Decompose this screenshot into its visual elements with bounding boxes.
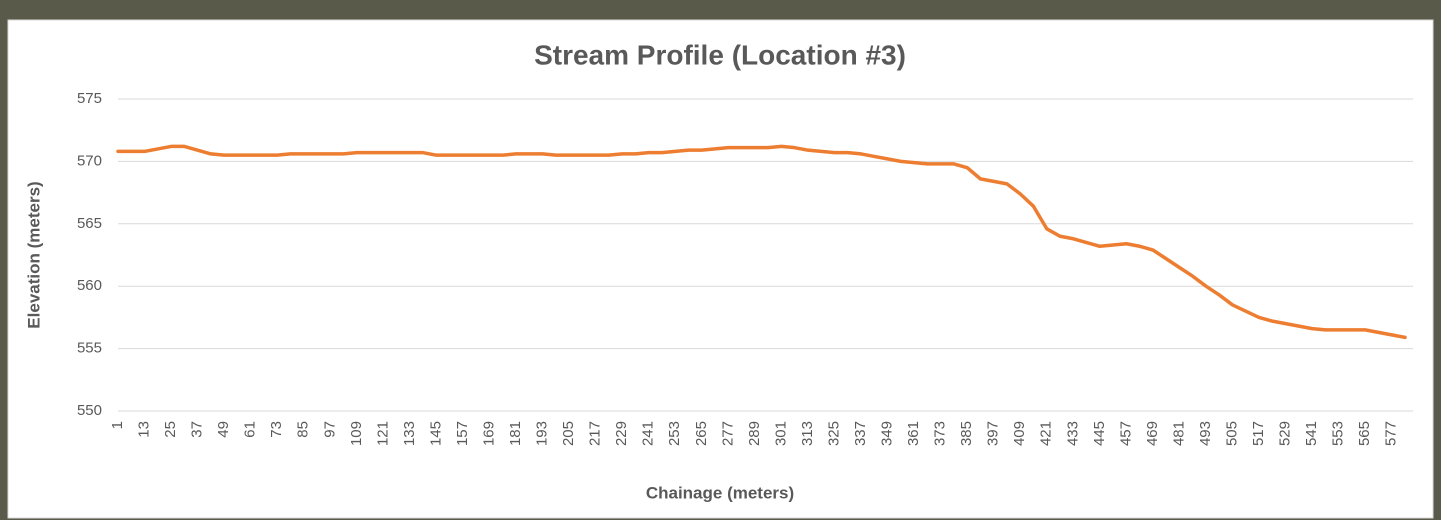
x-tick-label: 229 <box>613 421 630 446</box>
x-tick-label: 469 <box>1144 421 1161 446</box>
x-tick-label: 385 <box>958 421 975 446</box>
y-tick-label: 570 <box>77 152 102 169</box>
y-tick-label: 565 <box>77 215 102 232</box>
x-tick-label: 13 <box>136 421 153 438</box>
x-tick-label: 169 <box>480 421 497 446</box>
x-tick-label: 133 <box>401 421 418 446</box>
x-tick-label: 49 <box>215 421 232 438</box>
x-tick-label: 325 <box>825 421 842 446</box>
x-tick-label: 121 <box>374 421 391 446</box>
x-axis-label: Chainage (meters) <box>646 483 794 502</box>
x-tick-label: 1 <box>109 421 126 429</box>
y-tick-label: 560 <box>77 277 102 294</box>
x-tick-label: 457 <box>1117 421 1134 446</box>
x-tick-label: 541 <box>1303 421 1320 446</box>
x-tick-label: 373 <box>932 421 949 446</box>
y-axis-label: Elevation (meters) <box>24 181 43 328</box>
x-tick-label: 205 <box>560 421 577 446</box>
x-tick-label: 433 <box>1064 421 1081 446</box>
x-tick-label: 25 <box>162 421 179 438</box>
x-tick-label: 553 <box>1330 421 1347 446</box>
x-tick-label: 409 <box>1011 421 1028 446</box>
x-tick-label: 301 <box>772 421 789 446</box>
x-tick-label: 397 <box>985 421 1002 446</box>
y-tick-label: 550 <box>77 402 102 419</box>
chart: Stream Profile (Location #3) Chainage (m… <box>0 0 1441 520</box>
x-tick-label: 193 <box>534 421 551 446</box>
x-tick-label: 109 <box>348 421 365 446</box>
x-tick-label: 241 <box>640 421 657 446</box>
x-tick-label: 289 <box>746 421 763 446</box>
x-tick-label: 157 <box>454 421 471 446</box>
x-tick-label: 181 <box>507 421 524 446</box>
x-tick-label: 85 <box>295 421 312 438</box>
x-tick-label: 529 <box>1277 421 1294 446</box>
x-tick-label: 445 <box>1091 421 1108 446</box>
x-tick-label: 337 <box>852 421 869 446</box>
x-tick-label: 217 <box>587 421 604 446</box>
chart-title: Stream Profile (Location #3) <box>534 39 906 70</box>
y-tick-label: 555 <box>77 340 102 357</box>
x-tick-label: 493 <box>1197 421 1214 446</box>
x-tick-label: 505 <box>1223 421 1240 446</box>
x-tick-label: 421 <box>1038 421 1055 446</box>
x-tick-label: 253 <box>666 421 683 446</box>
x-tick-label: 313 <box>799 421 816 446</box>
x-tick-label: 37 <box>189 421 206 438</box>
x-tick-label: 361 <box>905 421 922 446</box>
x-tick-label: 277 <box>719 421 736 446</box>
x-tick-label: 73 <box>268 421 285 438</box>
x-tick-label: 61 <box>242 421 259 438</box>
x-tick-label: 481 <box>1170 421 1187 446</box>
x-tick-label: 97 <box>321 421 338 438</box>
x-tick-label: 577 <box>1383 421 1400 446</box>
x-tick-label: 145 <box>427 421 444 446</box>
x-tick-label: 565 <box>1356 421 1373 446</box>
x-tick-label: 349 <box>879 421 896 446</box>
y-tick-label: 575 <box>77 90 102 107</box>
x-tick-label: 265 <box>693 421 710 446</box>
x-tick-label: 517 <box>1250 421 1267 446</box>
